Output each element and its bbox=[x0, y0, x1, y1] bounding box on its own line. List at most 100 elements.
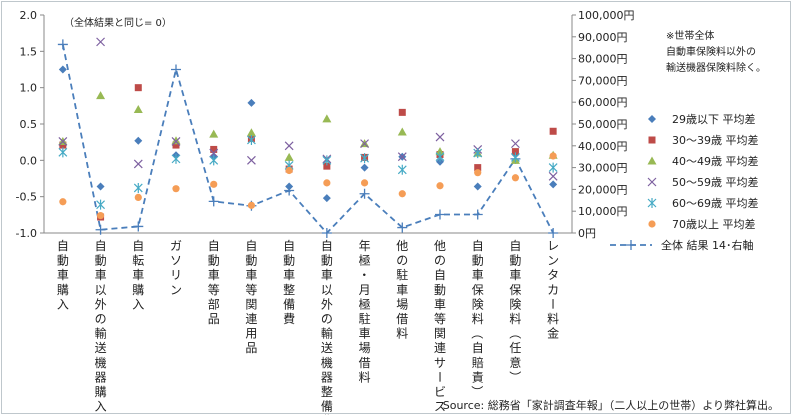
data-point bbox=[247, 201, 256, 209]
legend-marker bbox=[647, 198, 657, 208]
category-label-char: 料 bbox=[509, 312, 521, 326]
data-point bbox=[435, 151, 445, 162]
category-label-char: 険 bbox=[509, 297, 521, 311]
data-point bbox=[511, 139, 520, 149]
series-group bbox=[58, 91, 558, 164]
category-label-char: （ bbox=[508, 327, 522, 339]
right-tick-label: 60,000円 bbox=[578, 96, 628, 109]
category-label-char: 連 bbox=[245, 312, 257, 326]
total-line bbox=[61, 44, 554, 235]
category-label-char: 動 bbox=[509, 254, 521, 268]
category-label-char: 料 bbox=[396, 327, 408, 341]
category-label-char: の bbox=[321, 312, 333, 326]
category-label-char: 動 bbox=[245, 254, 257, 268]
category-label-char: 等 bbox=[434, 312, 446, 326]
category-label-char: 車 bbox=[95, 268, 107, 282]
data-point bbox=[209, 155, 219, 166]
category-label-char: 動 bbox=[321, 254, 333, 268]
data-point bbox=[96, 211, 105, 220]
category-label-char: 器 bbox=[95, 370, 107, 384]
series-group bbox=[59, 84, 557, 221]
category-label-char: タ bbox=[547, 268, 559, 282]
left-tick-label: 0.0 bbox=[20, 154, 38, 167]
data-point bbox=[474, 164, 482, 172]
right-axis-ticks: 100,000円 90,000円 80,000円 70,000円 60,000円 50,0… bbox=[572, 9, 635, 240]
series-group bbox=[58, 37, 558, 181]
category-label-char: レ bbox=[547, 239, 559, 253]
note: ※世帯全体 自動車保険料以外の 輸送機器保険料除く。 bbox=[666, 29, 766, 74]
category-label-char: 賠 bbox=[472, 355, 484, 370]
note-line-2: 自動車保険料以外の bbox=[666, 45, 756, 58]
right-tick-label: 70,000円 bbox=[578, 74, 628, 87]
data-point bbox=[549, 152, 557, 160]
data-point bbox=[511, 148, 519, 156]
series-group bbox=[58, 65, 558, 203]
legend-item: 60～69歳 平均差 bbox=[647, 196, 759, 210]
category-label-char: 意 bbox=[509, 355, 521, 370]
category-label-char: ス bbox=[434, 400, 446, 414]
legend-item: 40～49歳 平均差 bbox=[647, 154, 759, 168]
category-label-char: 等 bbox=[208, 283, 220, 297]
data-point bbox=[133, 182, 143, 193]
category-label-char: の bbox=[396, 254, 408, 268]
category-label-char: 自 bbox=[509, 239, 521, 253]
left-axis-ticks: 2.0 1.5 1.0 0.5 0.0 -0.5 -1.0 bbox=[16, 9, 44, 240]
category-label-char: 動 bbox=[208, 254, 220, 268]
total-point bbox=[548, 228, 559, 238]
category-label-char: 備 bbox=[283, 296, 295, 311]
category-label-char: ビ bbox=[434, 385, 446, 399]
category-label-char: 器 bbox=[321, 370, 333, 384]
category-label-char: ン bbox=[170, 283, 182, 297]
category-label-char: 備 bbox=[321, 399, 333, 414]
category-label-char: 自 bbox=[472, 239, 484, 253]
category-label-char: 他 bbox=[396, 239, 408, 253]
category-label-char: 送 bbox=[321, 340, 333, 355]
category-label-char: 自 bbox=[283, 239, 295, 253]
data-point bbox=[134, 136, 143, 145]
category-label-char: 責 bbox=[472, 370, 484, 384]
data-point bbox=[397, 152, 407, 162]
data-point bbox=[96, 182, 105, 191]
category-label-char: 駐 bbox=[396, 267, 408, 282]
legend-marker bbox=[648, 220, 656, 228]
legend: 29歳以下 平均差 30～39歳 平均差 40～49歳 平均差 50～59歳 平均差 6… bbox=[610, 112, 759, 252]
data-point bbox=[58, 147, 68, 158]
category-label-char: 車 bbox=[132, 268, 144, 282]
category-label-char: 車 bbox=[57, 268, 69, 282]
category-label-char: サ bbox=[434, 356, 446, 370]
category-label-char: 部 bbox=[208, 296, 220, 311]
data-point bbox=[247, 134, 256, 145]
category-label-char: 車 bbox=[509, 268, 521, 282]
data-point bbox=[322, 114, 332, 123]
data-point bbox=[209, 129, 219, 138]
data-point bbox=[436, 182, 444, 190]
category-label-char: 自 bbox=[95, 239, 107, 253]
data-point bbox=[246, 128, 256, 137]
category-label-char: 輸 bbox=[95, 326, 107, 341]
category-label-char: 自 bbox=[208, 239, 220, 253]
category-label-char: 送 bbox=[95, 340, 107, 355]
category-label-char: の bbox=[95, 312, 107, 326]
category-label-char: 料 bbox=[547, 312, 559, 326]
category-label-char: 連 bbox=[434, 341, 446, 355]
data-point bbox=[284, 141, 294, 151]
left-tick-label: -0.5 bbox=[16, 191, 37, 204]
category-label-char: 車 bbox=[245, 268, 257, 282]
category-label-char: リ bbox=[170, 268, 182, 282]
category-label-char: 車 bbox=[208, 268, 220, 282]
data-point bbox=[360, 153, 369, 164]
data-point bbox=[210, 180, 218, 188]
note-line-1: ※世帯全体 bbox=[666, 29, 714, 42]
category-label-char: 用 bbox=[245, 327, 257, 341]
left-tick-label: 0.5 bbox=[20, 118, 38, 131]
scatter-series bbox=[58, 37, 558, 221]
data-point bbox=[58, 65, 67, 74]
category-label-char: 自 bbox=[57, 239, 69, 253]
annotation: （全体結果と同じ= 0） bbox=[64, 16, 172, 29]
legend-item: 50～59歳 平均差 bbox=[647, 175, 759, 189]
